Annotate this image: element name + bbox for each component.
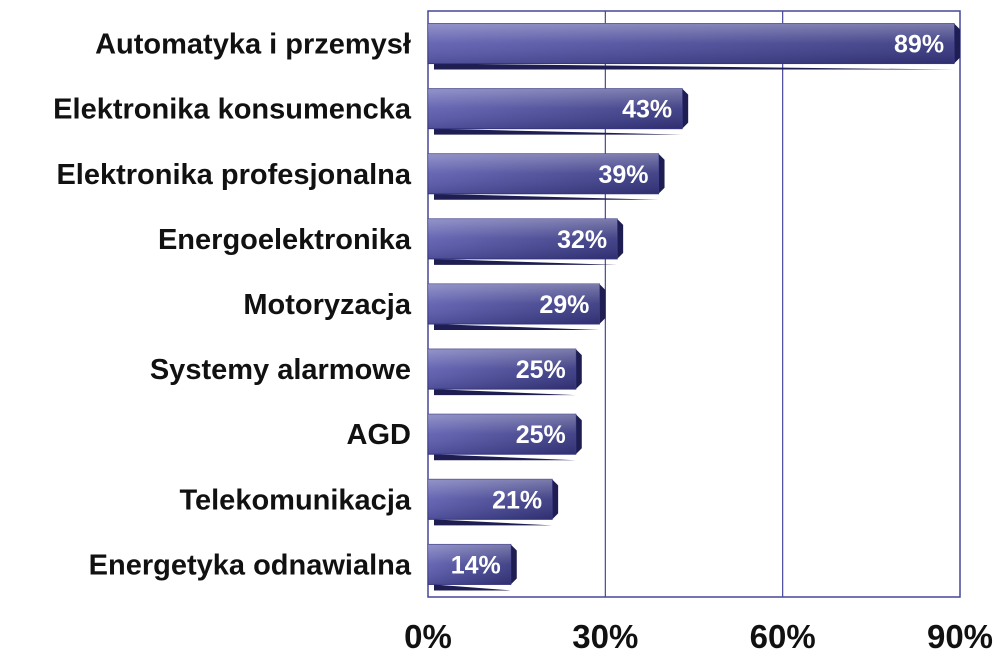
x-tick-label: 30% xyxy=(572,618,638,652)
category-label: Systemy alarmowe xyxy=(150,354,411,386)
bar-highlight xyxy=(428,88,683,129)
category-label: Elektronika konsumencka xyxy=(53,94,412,126)
x-axis-tick-labels: 0% 30% 60% 90% xyxy=(404,618,993,652)
bar-highlight xyxy=(428,544,511,585)
bar-group: 43% xyxy=(427,88,689,135)
bar-highlight xyxy=(428,414,576,455)
bar-group: 32% xyxy=(427,218,624,265)
data-label: 32% xyxy=(557,226,607,254)
x-tick-label: 90% xyxy=(927,618,993,652)
data-label: 29% xyxy=(539,291,589,319)
x-tick-label: 60% xyxy=(750,618,816,652)
bar-group: 21% xyxy=(427,478,559,526)
data-label: 43% xyxy=(622,96,672,124)
data-label: 39% xyxy=(598,161,648,189)
bar-highlight xyxy=(428,23,955,64)
bar-highlight xyxy=(428,153,659,194)
bar-group: 89% xyxy=(427,23,961,70)
bar-shadow xyxy=(434,23,961,70)
x-tick-label: 0% xyxy=(404,618,452,652)
bar-shadow xyxy=(434,153,665,200)
bar-highlight xyxy=(428,479,553,520)
bar-group: 39% xyxy=(427,153,665,200)
category-label: AGD xyxy=(347,419,411,451)
bars: 89% 43% 39% 32% 29% 25% 25% 21% 14% xyxy=(427,23,961,591)
bar-highlight xyxy=(428,349,576,390)
bar-group: 25% xyxy=(427,413,582,461)
category-label: Telekomunikacja xyxy=(179,484,411,516)
bar-shadow xyxy=(434,284,606,330)
data-label: 25% xyxy=(516,421,566,449)
bar-shadow xyxy=(434,414,582,461)
bar-shadow xyxy=(434,218,624,265)
bar-shadow xyxy=(434,479,559,526)
data-label: 21% xyxy=(492,486,542,514)
bar-shadow xyxy=(434,349,582,396)
data-label: 89% xyxy=(894,31,944,59)
bar-group: 29% xyxy=(427,283,606,330)
bar-group: 14% xyxy=(427,543,517,591)
category-label: Motoryzacja xyxy=(243,289,411,321)
category-labels: Automatyka i przemysł Elektronika konsume… xyxy=(53,29,412,582)
bar-highlight xyxy=(428,284,600,324)
category-label: Energetyka odnawialna xyxy=(89,549,412,581)
data-label: 14% xyxy=(451,551,501,579)
bar-group: 25% xyxy=(427,348,582,396)
category-label: Automatyka i przemysł xyxy=(95,29,411,61)
bar-highlight xyxy=(428,218,618,259)
category-label: Elektronika profesjonalna xyxy=(56,159,411,191)
bar-shadow xyxy=(434,88,689,135)
data-label: 25% xyxy=(516,356,566,384)
bar-shadow xyxy=(434,544,517,591)
category-label: Energoelektronika xyxy=(158,224,412,256)
